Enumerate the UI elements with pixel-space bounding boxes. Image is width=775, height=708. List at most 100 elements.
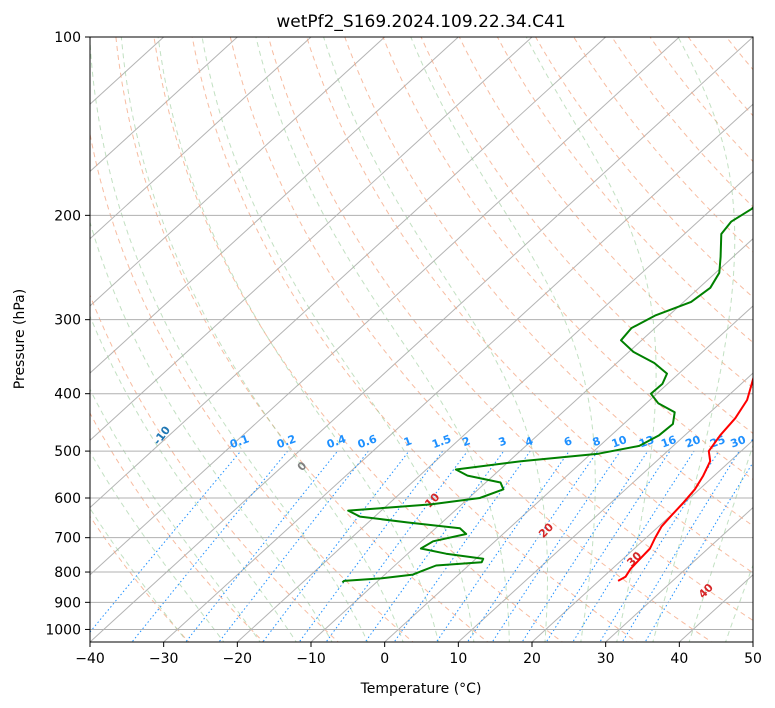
dry-adiabat-line [535, 37, 753, 298]
moist-adiabat-line [201, 37, 475, 642]
dry-adiabat-line [725, 37, 753, 71]
x-axis-label: Temperature (°C) [360, 681, 482, 697]
dry-adiabat-line [267, 37, 753, 622]
pressure-gridlines [90, 37, 753, 630]
isotherm-line [90, 37, 386, 307]
y-tick-label: 400 [54, 387, 81, 403]
x-axis-ticks: −40 −30 −20 −10 0 10 20 30 40 50 [75, 642, 762, 667]
moist-adiabat-line [725, 563, 753, 642]
x-tick-label: −10 [296, 651, 326, 667]
moist-adiabat-line [90, 450, 225, 642]
x-tick-label: 20 [523, 651, 541, 667]
y-tick-label: 800 [54, 565, 81, 581]
y-tick-label: 100 [54, 30, 81, 46]
moist-adiabat-line [90, 388, 261, 642]
isotherm-line [384, 305, 753, 642]
x-tick-label: 50 [744, 651, 762, 667]
y-tick-label: 200 [54, 208, 81, 224]
y-tick-label: 600 [54, 491, 81, 507]
y-tick-label: 300 [54, 313, 81, 329]
moist-adiabat-line [410, 37, 596, 642]
isotherm-line [90, 37, 753, 642]
moist-adiabat-line [120, 37, 404, 642]
moist-adiabat-label: 0 [295, 459, 310, 474]
dry-adiabat-line [153, 37, 564, 642]
mixing-ratio-line [364, 450, 505, 642]
mixing-ratio-line [466, 450, 599, 642]
isotherm-line [90, 37, 312, 240]
moist-adiabat-line [157, 37, 440, 642]
dry-adiabat-line [420, 37, 753, 435]
mixing-ratio-label: 3 [497, 434, 509, 449]
dry-adiabat-line [229, 37, 713, 642]
dry-adiabat-line [90, 412, 265, 642]
mixing-ratio-line [262, 450, 410, 642]
isotherm-line [90, 37, 680, 576]
dry-adiabat-line [306, 37, 753, 574]
moist-adiabat-line [323, 37, 548, 642]
temperature-profile [617, 375, 753, 582]
mixing-ratio-label: 16 [659, 433, 678, 451]
moist-adiabat-line [652, 37, 736, 642]
mixing-ratio-line [435, 450, 570, 642]
plot-frame [89, 36, 754, 643]
mixing-ratio-line [90, 450, 242, 633]
mixing-ratio-line [491, 450, 621, 642]
y-axis-ticks: 100 200 300 400 500 600 700 800 900 1000 [45, 30, 90, 638]
x-tick-label: −40 [75, 651, 105, 667]
moist-adiabat-label: 10 [422, 490, 442, 510]
moist-adiabat-label: 30 [624, 549, 644, 569]
x-tick-label: −30 [149, 651, 179, 667]
x-tick-label: 0 [380, 651, 389, 667]
x-tick-label: 40 [670, 651, 688, 667]
dry-adiabat-line [458, 37, 753, 389]
mixing-ratio-label: 36 [749, 433, 768, 451]
dry-adiabat-line [754, 24, 775, 645]
y-tick-label: 900 [54, 595, 81, 611]
mixing-ratio-line [185, 450, 338, 642]
dry-adiabat-line [496, 37, 753, 344]
dry-adiabat-line [90, 515, 190, 642]
mixing-ratio-line [131, 450, 288, 642]
mixing-ratio-label: 4 [523, 434, 535, 449]
sounding-profiles [341, 206, 753, 584]
mixing-ratio-label: 2 [461, 434, 473, 449]
moist-adiabat-line [90, 507, 188, 642]
isotherm-line [236, 170, 753, 642]
background-lines [90, 24, 775, 645]
mixing-ratio-label: 1.5 [430, 432, 453, 451]
y-tick-label: 500 [54, 444, 81, 460]
isotherm-line [531, 439, 753, 642]
isotherm-line [90, 37, 238, 173]
moist-adiabat-line [255, 37, 510, 642]
dry-adiabat-label: -10 [151, 423, 174, 447]
isotherm-line [90, 37, 607, 509]
isotherm-line [163, 103, 753, 642]
mixing-ratio-line [218, 450, 369, 642]
dry-adiabat-line [344, 37, 753, 527]
y-axis-label: Pressure (hPa) [12, 289, 28, 389]
moist-adiabat-line [90, 314, 297, 642]
mixing-ratio-label: 0.6 [356, 432, 379, 451]
y-tick-label: 1000 [45, 622, 81, 638]
dry-adiabat-line [611, 37, 753, 208]
mixing-ratio-line [599, 450, 720, 642]
x-tick-label: −20 [223, 651, 253, 667]
mixing-ratio-line [521, 450, 649, 642]
isotherm-line [90, 37, 459, 374]
dry-adiabat-line [191, 37, 638, 642]
mixing-ratio-label: 0.4 [325, 432, 348, 451]
mixing-ratio-line [325, 450, 468, 642]
isotherm-line [752, 641, 753, 642]
x-tick-label: 30 [597, 651, 615, 667]
moist-adiabat-line [90, 220, 333, 642]
y-tick-label: 700 [54, 531, 81, 547]
dry-adiabat-line [90, 131, 414, 642]
mixing-ratio-label: 30 [729, 433, 748, 451]
mixing-ratio-line [621, 450, 740, 642]
mixing-ratio-label: 6 [562, 434, 574, 449]
mixing-ratio-line [644, 461, 753, 642]
dewpoint-profile [341, 206, 753, 584]
isotherm-line [605, 506, 753, 642]
mixing-ratio-line [545, 450, 671, 642]
